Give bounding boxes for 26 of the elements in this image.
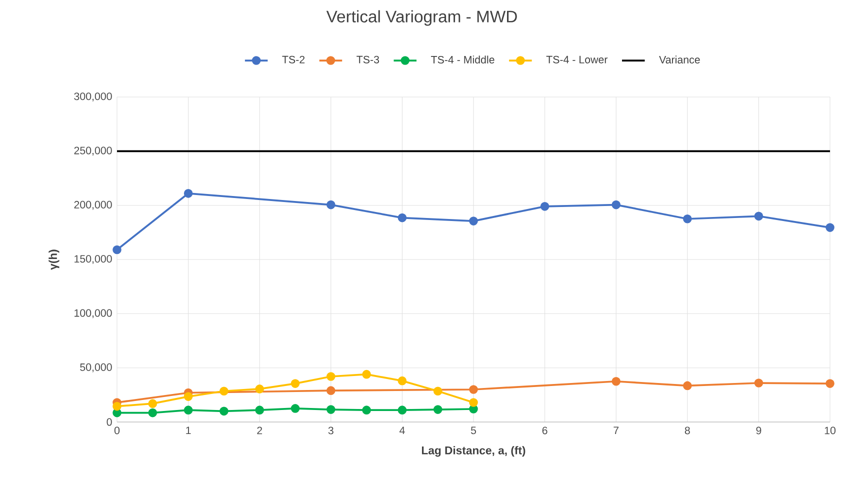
x-tick-label: 2 bbox=[257, 426, 262, 434]
y-tick-label: 0 bbox=[106, 418, 112, 426]
y-tick-label: 300,000 bbox=[74, 92, 112, 102]
x-tick-label: 4 bbox=[399, 426, 405, 434]
x-tick-label: 7 bbox=[614, 426, 619, 434]
legend-label: Variance bbox=[659, 56, 700, 64]
x-tick-label: 9 bbox=[756, 426, 762, 434]
legend-label: TS-2 bbox=[282, 56, 305, 64]
x-tick-label: 5 bbox=[470, 426, 476, 434]
y-tick-label: 200,000 bbox=[74, 200, 112, 210]
legend-label: TS-4 - Middle bbox=[431, 56, 494, 64]
y-tick-label: 150,000 bbox=[74, 255, 112, 264]
legend-label: TS-4 - Lower bbox=[546, 56, 608, 64]
y-tick-label: 250,000 bbox=[74, 146, 112, 156]
legend-label: TS-3 bbox=[356, 56, 380, 64]
x-tick-label: 1 bbox=[186, 426, 191, 434]
x-tick-label: 8 bbox=[684, 426, 690, 434]
y-tick-label: 100,000 bbox=[74, 309, 112, 318]
chart-title: Vertical Variogram - MWD bbox=[326, 10, 517, 26]
x-tick-label: 3 bbox=[328, 426, 334, 434]
y-tick-label: 50,000 bbox=[80, 363, 112, 372]
x-tick-label: 0 bbox=[114, 426, 120, 434]
x-tick-label: 6 bbox=[542, 426, 548, 434]
x-tick-label: 10 bbox=[824, 426, 836, 434]
x-axis-title: Lag Distance, a, (ft) bbox=[422, 446, 526, 457]
y-axis-title: γ(h) bbox=[48, 250, 60, 270]
